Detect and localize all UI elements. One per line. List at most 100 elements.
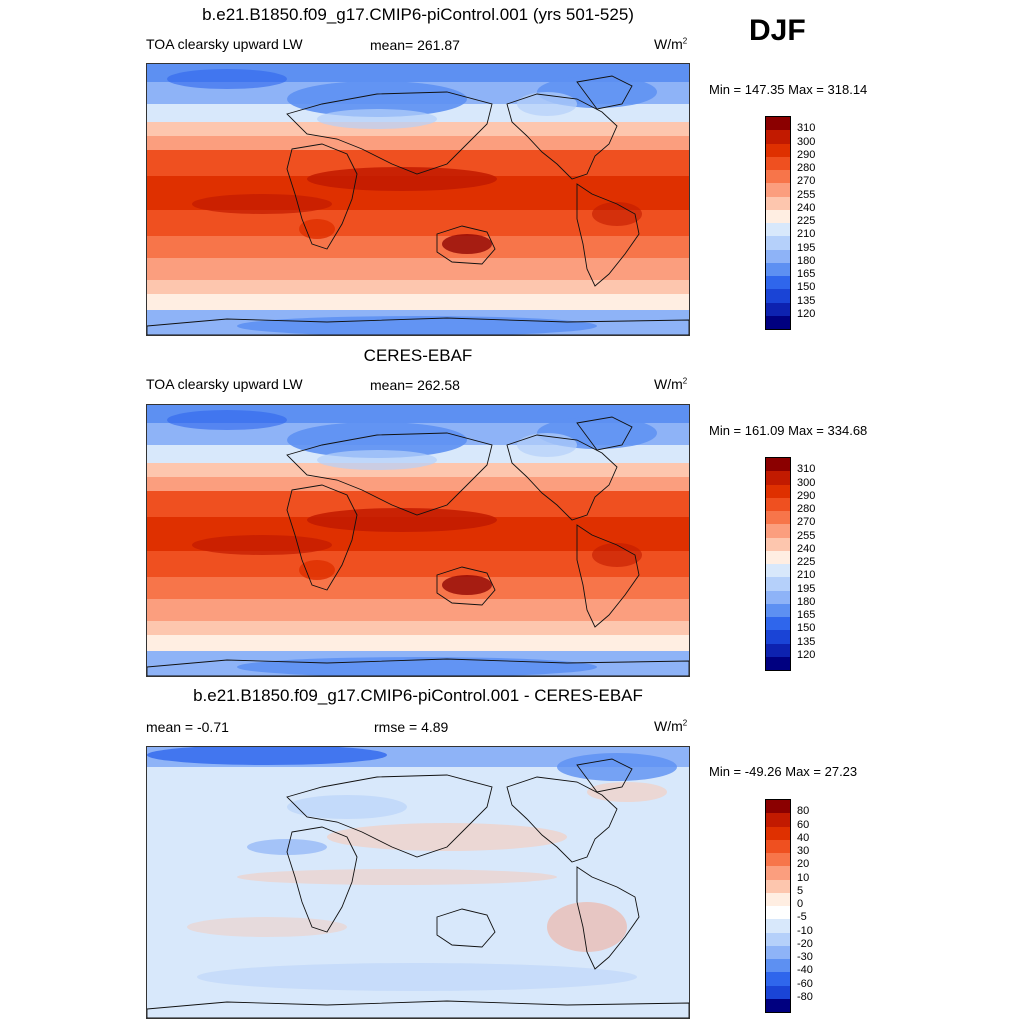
- colorbar-tick-label: 80: [797, 805, 810, 818]
- colorbar-tick-label: 120: [797, 648, 816, 661]
- colorbar-swatch: [766, 656, 790, 670]
- colorbar-swatch: [766, 302, 790, 316]
- panel1-colorbar: [765, 116, 791, 330]
- colorbar-tick-label: 270: [797, 175, 816, 188]
- colorbar-swatch: [766, 497, 790, 511]
- colorbar-tick-label: 240: [797, 542, 816, 555]
- season-label: DJF: [749, 14, 806, 47]
- colorbar-tick-label: 30: [797, 845, 810, 857]
- colorbar-swatch: [766, 249, 790, 263]
- colorbar-swatch: [766, 262, 790, 276]
- panel3-title: b.e21.B1850.f09_g17.CMIP6-piControl.001 …: [193, 686, 643, 705]
- colorbar-swatch: [766, 577, 790, 591]
- colorbar-swatch: [766, 972, 790, 986]
- colorbar-tick-label: 195: [797, 241, 816, 254]
- colorbar-swatch: [766, 998, 790, 1012]
- colorbar-swatch: [766, 892, 790, 906]
- colorbar-swatch: [766, 839, 790, 853]
- colorbar-swatch: [766, 590, 790, 604]
- colorbar-swatch: [766, 458, 790, 472]
- panel1-mean-label: mean= 261.87: [370, 37, 460, 53]
- colorbar-tick-label: 280: [797, 162, 816, 174]
- colorbar-swatch: [766, 879, 790, 893]
- panel3-minmax: Min = -49.26 Max = 27.23: [709, 764, 858, 779]
- colorbar-swatch: [766, 800, 790, 814]
- colorbar-tick-label: 255: [797, 529, 816, 542]
- colorbar-tick-label: 225: [797, 556, 816, 568]
- colorbar-swatch: [766, 550, 790, 564]
- colorbar-swatch: [766, 524, 790, 538]
- map-field: [147, 64, 689, 335]
- colorbar-tick-label: 255: [797, 188, 816, 201]
- colorbar-swatch: [766, 183, 790, 197]
- colorbar-tick-label: 290: [797, 489, 816, 502]
- colorbar-tick-label: 300: [797, 476, 816, 489]
- colorbar-tick-label: 165: [797, 609, 816, 621]
- colorbar-tick-label: -20: [797, 937, 813, 950]
- panel3-rmse-label: rmse = 4.89: [374, 719, 449, 735]
- colorbar-tick-label: 210: [797, 228, 816, 241]
- colorbar-swatch: [766, 289, 790, 303]
- colorbar-swatch: [766, 143, 790, 157]
- colorbar-tick-label: -40: [797, 964, 813, 977]
- colorbar-tick-label: 10: [797, 871, 810, 884]
- colorbar-tick-label: 290: [797, 148, 816, 161]
- colorbar-swatch: [766, 236, 790, 250]
- colorbar-tick-label: 120: [797, 307, 816, 320]
- map-field: [147, 747, 689, 1018]
- colorbar-swatch: [766, 130, 790, 144]
- colorbar-swatch: [766, 617, 790, 631]
- panel2-mean-label: mean= 262.58: [370, 377, 460, 393]
- colorbar-tick-label: 165: [797, 268, 816, 280]
- colorbar-tick-label: 135: [797, 635, 816, 648]
- colorbar-swatch: [766, 196, 790, 210]
- colorbar-swatch: [766, 223, 790, 237]
- colorbar-swatch: [766, 932, 790, 946]
- panel2-minmax: Min = 161.09 Max = 334.68: [709, 423, 868, 438]
- colorbar-swatch: [766, 919, 790, 933]
- panel2-colorbar: [765, 457, 791, 671]
- panel3-colorbar: [765, 799, 791, 1013]
- panel3-map: [146, 746, 690, 1019]
- colorbar-tick-label: -30: [797, 951, 813, 963]
- colorbar-swatch: [766, 603, 790, 617]
- colorbar-tick-label: 60: [797, 818, 810, 831]
- colorbar-swatch: [766, 276, 790, 290]
- colorbar-swatch: [766, 853, 790, 867]
- panel2-units: W/m2: [654, 376, 688, 392]
- colorbar-swatch: [766, 906, 790, 920]
- colorbar-swatch: [766, 985, 790, 999]
- colorbar-swatch: [766, 156, 790, 170]
- colorbar-swatch: [766, 209, 790, 223]
- colorbar-swatch: [766, 826, 790, 840]
- colorbar-tick-label: 310: [797, 122, 816, 135]
- map-field: [147, 405, 689, 676]
- colorbar-tick-label: -80: [797, 990, 813, 1003]
- colorbar-tick-label: 5: [797, 884, 804, 897]
- panel3-mean-label: mean = -0.71: [146, 719, 229, 735]
- colorbar-tick-label: 210: [797, 569, 816, 582]
- colorbar-tick-label: 300: [797, 135, 816, 148]
- colorbar-tick-label: 195: [797, 582, 816, 595]
- panel1-map: [146, 63, 690, 336]
- colorbar-tick-label: 150: [797, 622, 816, 635]
- colorbar-swatch: [766, 564, 790, 578]
- colorbar-tick-label: -10: [797, 924, 813, 937]
- colorbar-swatch: [766, 117, 790, 131]
- colorbar-tick-label: 225: [797, 215, 816, 227]
- panel2-left-label: TOA clearsky upward LW: [146, 376, 303, 392]
- colorbar-tick-label: 40: [797, 831, 810, 844]
- panel2-title: CERES-EBAF: [363, 346, 473, 365]
- colorbar-tick-label: 135: [797, 294, 816, 307]
- colorbar-swatch: [766, 630, 790, 644]
- colorbar-tick-label: -5: [797, 911, 807, 924]
- colorbar-swatch: [766, 945, 790, 959]
- colorbar-tick-label: 240: [797, 201, 816, 214]
- panel2-map: [146, 404, 690, 677]
- panel1-left-label: TOA clearsky upward LW: [146, 36, 303, 52]
- colorbar-swatch: [766, 537, 790, 551]
- colorbar-swatch: [766, 959, 790, 973]
- colorbar-tick-label: 180: [797, 254, 816, 267]
- colorbar-tick-label: 310: [797, 463, 816, 476]
- colorbar-swatch: [766, 471, 790, 485]
